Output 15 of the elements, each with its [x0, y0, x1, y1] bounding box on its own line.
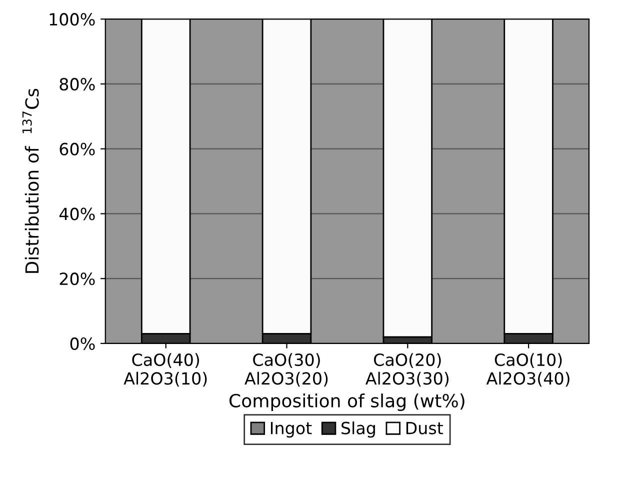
legend-label: Dust	[406, 422, 444, 434]
y-axis-title: Distribution of $^{137}$Cs	[22, 88, 39, 273]
x-tick-label: CaO(40) Al2O3(10)	[124, 353, 207, 387]
legend-label: Slag	[342, 421, 375, 438]
y-tick-label: 20%	[60, 272, 95, 286]
x-tick-label: CaO(30) Al2O3(20)	[244, 353, 328, 387]
y-tick-label: 100%	[50, 13, 95, 26]
x-tick-label: CaO(20) Al2O3(30)	[365, 353, 448, 387]
y-tick-label: 40%	[59, 208, 95, 220]
x-tick-label: CaO(10) Al2O3(40)	[486, 353, 570, 387]
y-tick-label: 0%	[70, 337, 95, 350]
x-axis-title: Composition of slag (wt%)	[230, 394, 464, 411]
legend-label: Ingot	[270, 422, 312, 438]
y-tick-label: 80%	[60, 78, 95, 91]
y-tick-label: 60%	[60, 142, 95, 156]
